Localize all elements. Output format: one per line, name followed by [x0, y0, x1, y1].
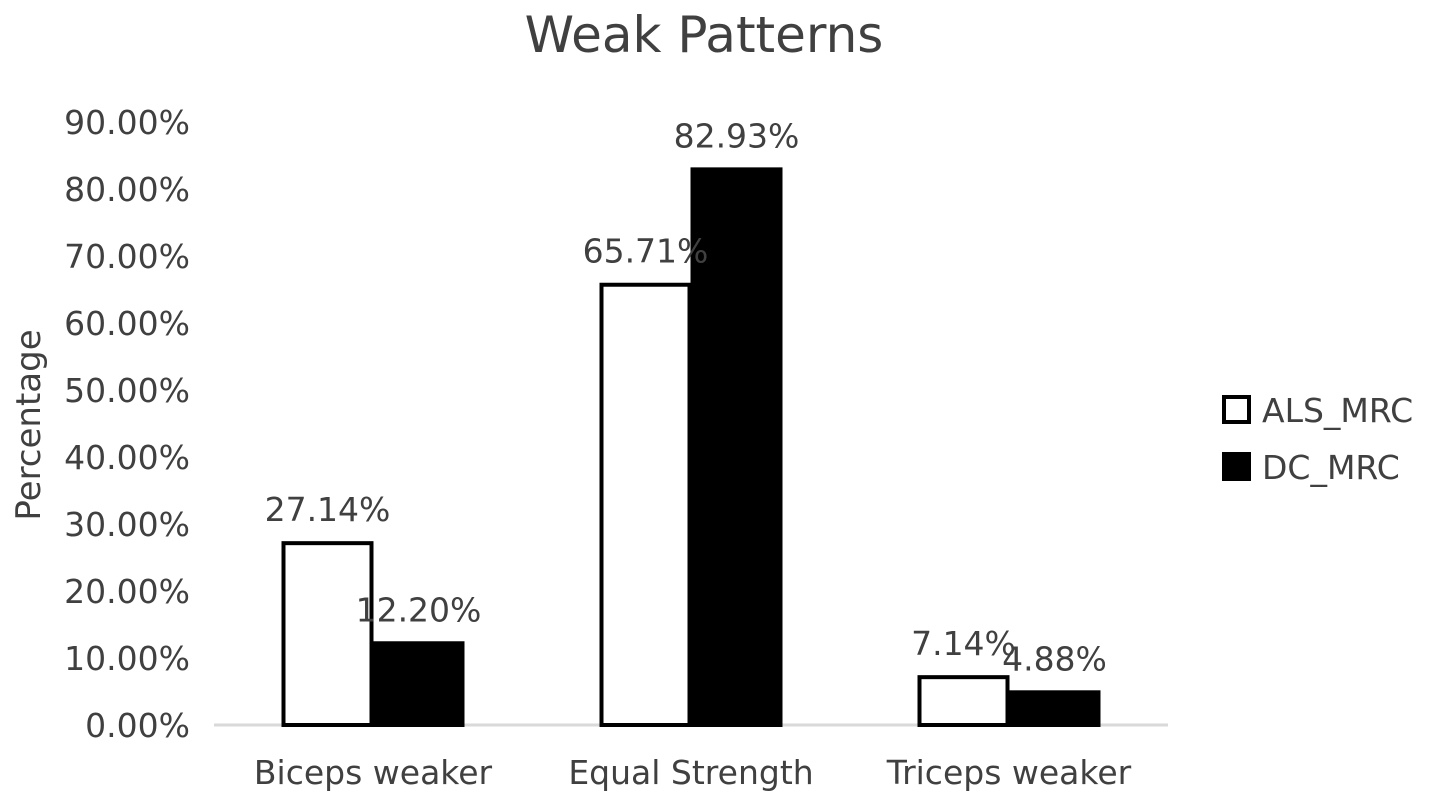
x-category-label: Triceps weaker — [886, 753, 1132, 792]
legend-label: DC_MRC — [1262, 448, 1400, 487]
bar-dc-mrc-2 — [1008, 690, 1101, 728]
y-tick-label: 20.00% — [64, 572, 190, 611]
legend-label: ALS_MRC — [1262, 391, 1413, 430]
data-label: 12.20% — [356, 590, 482, 629]
y-tick-label: 60.00% — [64, 304, 190, 343]
legend-swatch — [1222, 452, 1251, 481]
bar-als-mrc-1 — [599, 282, 692, 727]
data-label: 4.88% — [1002, 639, 1107, 678]
data-labels: 27.14% 12.20% 65.71% 82.93% 7.14%4.88% — [265, 116, 1107, 678]
chart-title: Weak Patterns — [525, 6, 884, 64]
y-axis-title: Percentage — [9, 329, 49, 520]
bar-group — [281, 167, 1101, 728]
legend: ALS_MRC DC_MRC — [1222, 391, 1413, 487]
y-tick-label: 80.00% — [64, 170, 190, 209]
y-tick-label: 90.00% — [64, 103, 190, 142]
data-label: 7.14% — [911, 624, 1016, 663]
y-tick-label: 30.00% — [64, 505, 190, 544]
bar-dc-mrc-0 — [372, 641, 465, 728]
bar-als-mrc-2 — [917, 675, 1010, 727]
legend-swatch — [1222, 395, 1251, 424]
y-axis-ticks: 0.00% 10.00% 20.00% 30.00% 40.00% 50.00% 60.00… — [64, 103, 190, 745]
y-tick-label: 50.00% — [64, 371, 190, 410]
x-category-label: Biceps weaker — [254, 753, 493, 792]
bar-als-mrc-0 — [281, 541, 374, 727]
data-label: 27.14% — [265, 490, 391, 529]
y-tick-label: 0.00% — [85, 706, 190, 745]
x-axis-categories: Biceps weaker Equal Strength Triceps weake… — [254, 753, 1132, 792]
data-label: 65.71% — [583, 232, 709, 271]
bar-dc-mrc-1 — [690, 167, 783, 727]
data-label: 82.93% — [674, 116, 800, 155]
y-tick-label: 70.00% — [64, 237, 190, 276]
y-tick-label: 10.00% — [64, 639, 190, 678]
y-tick-label: 40.00% — [64, 438, 190, 477]
x-category-label: Equal Strength — [568, 753, 813, 792]
